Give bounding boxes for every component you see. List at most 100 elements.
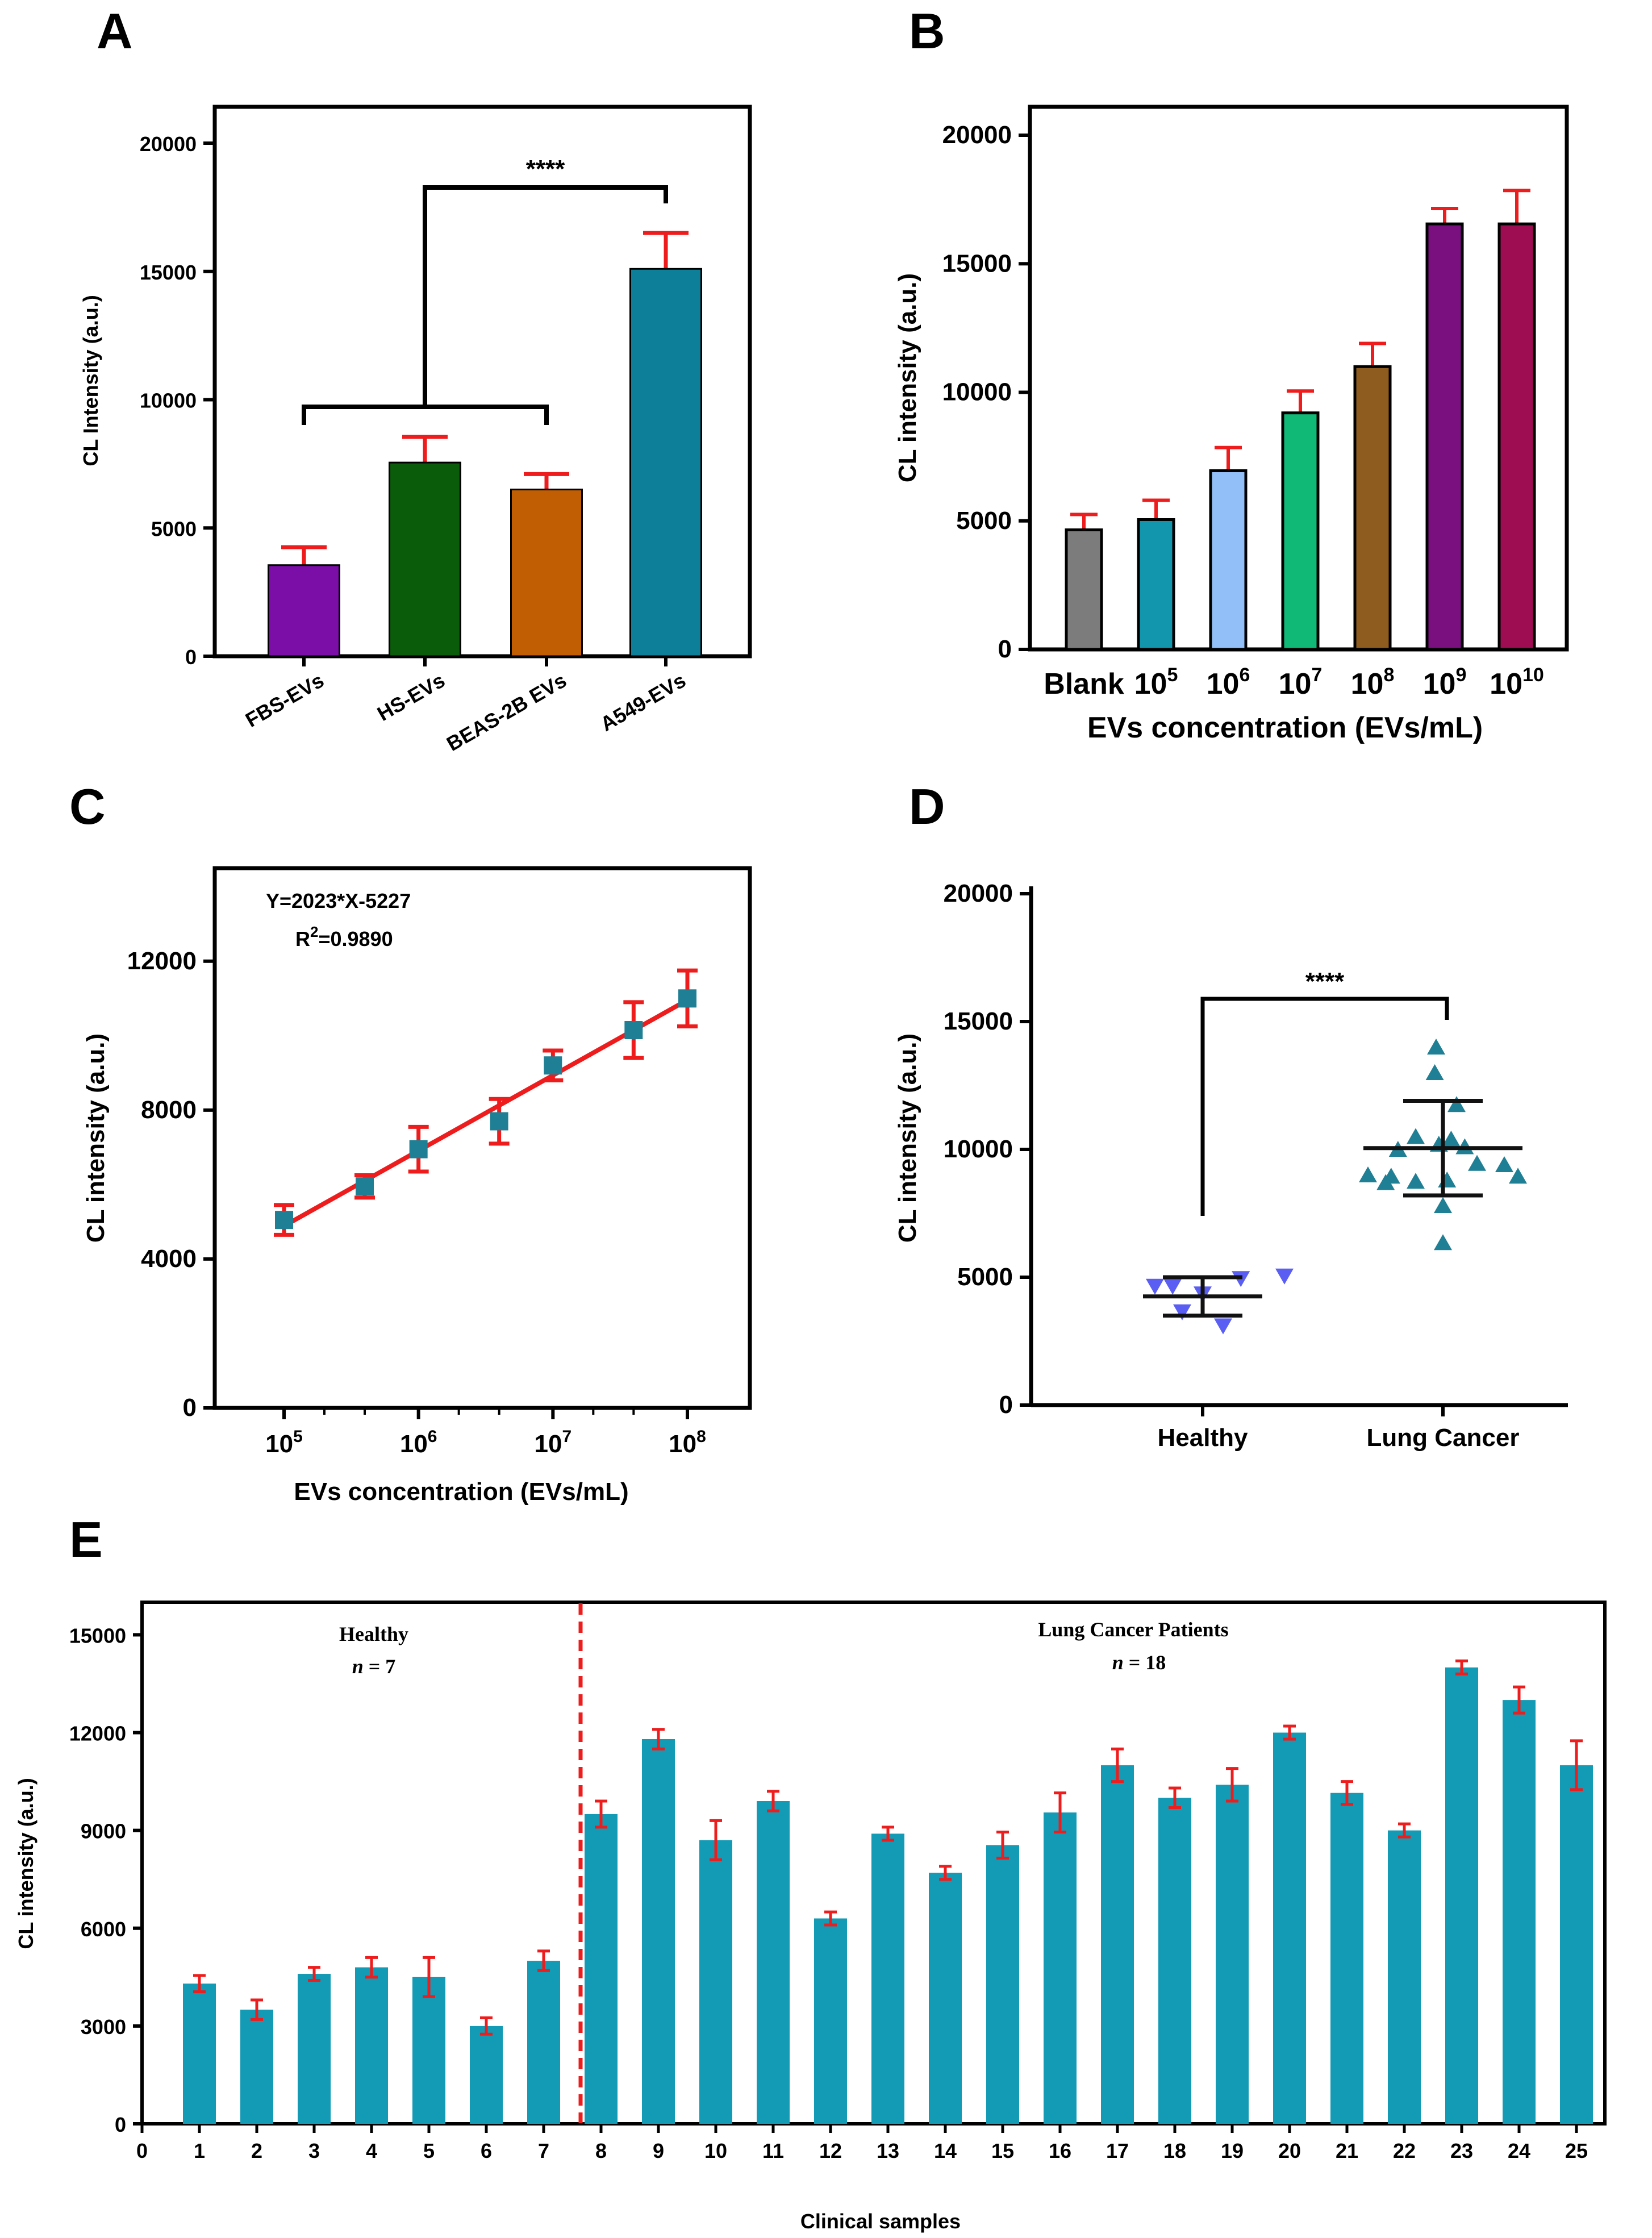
chart-e-bar bbox=[1445, 1667, 1478, 2124]
chart-c-r2-prefix: R bbox=[295, 927, 310, 951]
chart-c-xtick-label: 105 bbox=[265, 1427, 303, 1458]
chart-b-xtick-exp: 10 bbox=[1522, 664, 1544, 686]
chart-e-xtick-label: 11 bbox=[762, 2139, 784, 2162]
chart-c-xtick-base: 10 bbox=[400, 1430, 428, 1458]
chart-d-point-lung bbox=[1427, 1039, 1445, 1055]
chart-b-xtick-base: 10 bbox=[1423, 668, 1456, 701]
chart-d-point-lung bbox=[1442, 1131, 1461, 1147]
chart-b-bar bbox=[1353, 365, 1392, 651]
chart-e-xtick-label: 25 bbox=[1565, 2139, 1588, 2162]
chart-b-ytick-label: 15000 bbox=[942, 249, 1012, 277]
chart-a-y-axis: 0 5000 10000 15000 20000 bbox=[140, 132, 215, 669]
chart-e-xtick-label: 13 bbox=[877, 2139, 899, 2162]
chart-b-xtick-label: 109 bbox=[1423, 664, 1467, 701]
chart-d-point-lung bbox=[1407, 1173, 1425, 1189]
chart-d-point-lung bbox=[1434, 1197, 1452, 1213]
chart-e-ytick-label: 0 bbox=[115, 2113, 126, 2136]
chart-e-bar bbox=[1560, 1765, 1593, 2124]
chart-d-point-healthy bbox=[1275, 1268, 1294, 1285]
chart-e-bar bbox=[527, 1961, 560, 2124]
chart-b-xtick-label: 1010 bbox=[1490, 664, 1544, 701]
chart-a-ytick-label: 0 bbox=[185, 645, 197, 669]
chart-e-ylabel: CL intensity (a.u.) bbox=[14, 1778, 37, 1949]
chart-e-bar bbox=[1273, 1732, 1306, 2124]
chart-e-xtick-label: 6 bbox=[481, 2139, 492, 2162]
chart-e-bar bbox=[585, 1814, 618, 2124]
panel-letter-e: E bbox=[69, 1511, 103, 1568]
chart-a-frame bbox=[212, 105, 752, 659]
chart-d-point-lung bbox=[1434, 1234, 1452, 1251]
chart-a-ytick-label: 20000 bbox=[140, 132, 197, 156]
chart-e-bar bbox=[929, 1873, 962, 2124]
chart-b-y-axis: 0 5000 10000 15000 20000 bbox=[942, 121, 1030, 663]
chart-a-xtick-label: A549-EVs bbox=[596, 668, 690, 736]
chart-b-xtick-exp: 8 bbox=[1383, 664, 1394, 686]
chart-e-bar bbox=[1158, 1798, 1191, 2124]
chart-b-xtick-label: 106 bbox=[1207, 664, 1250, 701]
chart-b-ytick-label: 20000 bbox=[942, 121, 1012, 149]
panel-letter-d: D bbox=[909, 778, 945, 835]
chart-e-xtick-label: 7 bbox=[538, 2139, 549, 2162]
chart-b-xtick-base: 10 bbox=[1351, 668, 1384, 701]
chart-b-bar bbox=[1065, 528, 1103, 651]
chart-e-bar bbox=[814, 1918, 847, 2124]
chart-b-bar bbox=[1209, 469, 1248, 651]
chart-a-ytick-label: 10000 bbox=[140, 389, 197, 412]
chart-e-bar bbox=[871, 1833, 904, 2124]
chart-e-ytick-label: 15000 bbox=[69, 1624, 126, 1647]
chart-c-ytick-label: 12000 bbox=[127, 947, 197, 975]
chart-b-xtick-base: 10 bbox=[1490, 668, 1522, 701]
chart-b-xtick-base: 10 bbox=[1134, 668, 1167, 701]
panel-letter-b: B bbox=[909, 3, 945, 59]
chart-c-xtick-exp: 6 bbox=[428, 1427, 437, 1446]
chart-e-bar bbox=[699, 1840, 732, 2124]
chart-e-xtick-label: 5 bbox=[423, 2139, 435, 2162]
chart-a-xtick-label: BEAS-2B EVs bbox=[443, 668, 570, 756]
chart-b-x-labels: Blank 105 106 107 108 109 1010 bbox=[1044, 664, 1544, 701]
chart-e-xtick-label: 24 bbox=[1508, 2139, 1530, 2162]
chart-c-xtick-exp: 5 bbox=[293, 1427, 303, 1446]
chart-d-point-lung bbox=[1438, 1172, 1457, 1187]
chart-e-xtick-label: 22 bbox=[1393, 2139, 1416, 2162]
chart-d-point-lung bbox=[1495, 1156, 1513, 1172]
chart-e-bar bbox=[642, 1739, 675, 2124]
chart-c-xtick-base: 10 bbox=[669, 1430, 696, 1458]
chart-a-ytick-label: 5000 bbox=[151, 517, 197, 540]
chart-d-xtick-label: Lung Cancer bbox=[1367, 1424, 1520, 1452]
chart-b-xtick-exp: 7 bbox=[1311, 664, 1322, 686]
chart-d-point-lung bbox=[1425, 1064, 1444, 1080]
chart-e-ytick-label: 6000 bbox=[81, 1918, 126, 1941]
chart-d-point-lung bbox=[1447, 1096, 1466, 1112]
chart-b-ytick-label: 10000 bbox=[942, 378, 1012, 406]
chart-c-point bbox=[490, 1112, 508, 1131]
chart-d-ytick-label: 15000 bbox=[944, 1007, 1013, 1035]
chart-a-ylabel: CL Intensity (a.u.) bbox=[79, 295, 102, 466]
chart-b-xtick-base: Blank bbox=[1044, 668, 1124, 701]
chart-e-bar bbox=[470, 2026, 503, 2124]
chart-a-significance-bracket bbox=[302, 185, 668, 425]
chart-d-ytick-label: 10000 bbox=[944, 1135, 1013, 1163]
chart-c-fit-line bbox=[283, 998, 689, 1228]
chart-e-xtick-label: 23 bbox=[1450, 2139, 1473, 2162]
chart-c-ytick-label: 0 bbox=[183, 1394, 197, 1422]
chart-c-r2-value: =0.9890 bbox=[318, 927, 393, 951]
chart-c-xtick-label: 107 bbox=[535, 1427, 572, 1458]
chart-e-bar bbox=[183, 1983, 216, 2124]
chart-b-xtick-exp: 6 bbox=[1239, 664, 1250, 686]
chart-e-bar bbox=[1388, 1830, 1421, 2124]
chart-c-xtick-exp: 7 bbox=[562, 1427, 571, 1446]
chart-a-bar bbox=[389, 461, 461, 657]
chart-c-point bbox=[544, 1056, 562, 1075]
chart-a: 0 5000 10000 15000 20000 FBS-EVs HS-EVsBEAS-2… bbox=[79, 105, 752, 756]
chart-b-bar bbox=[1497, 222, 1536, 651]
chart-b-ylabel: CL intensity (a.u.) bbox=[894, 273, 921, 482]
chart-a-xtick-label: HS-EVs bbox=[373, 668, 449, 726]
chart-e-xtick-label: 17 bbox=[1106, 2139, 1129, 2162]
chart-d-ytick-label: 0 bbox=[999, 1391, 1013, 1419]
chart-e-bar bbox=[355, 1967, 388, 2124]
chart-e-ytick-label: 9000 bbox=[81, 1820, 126, 1843]
chart-b-bar bbox=[1137, 518, 1175, 651]
chart-d-plot bbox=[1143, 1039, 1527, 1335]
